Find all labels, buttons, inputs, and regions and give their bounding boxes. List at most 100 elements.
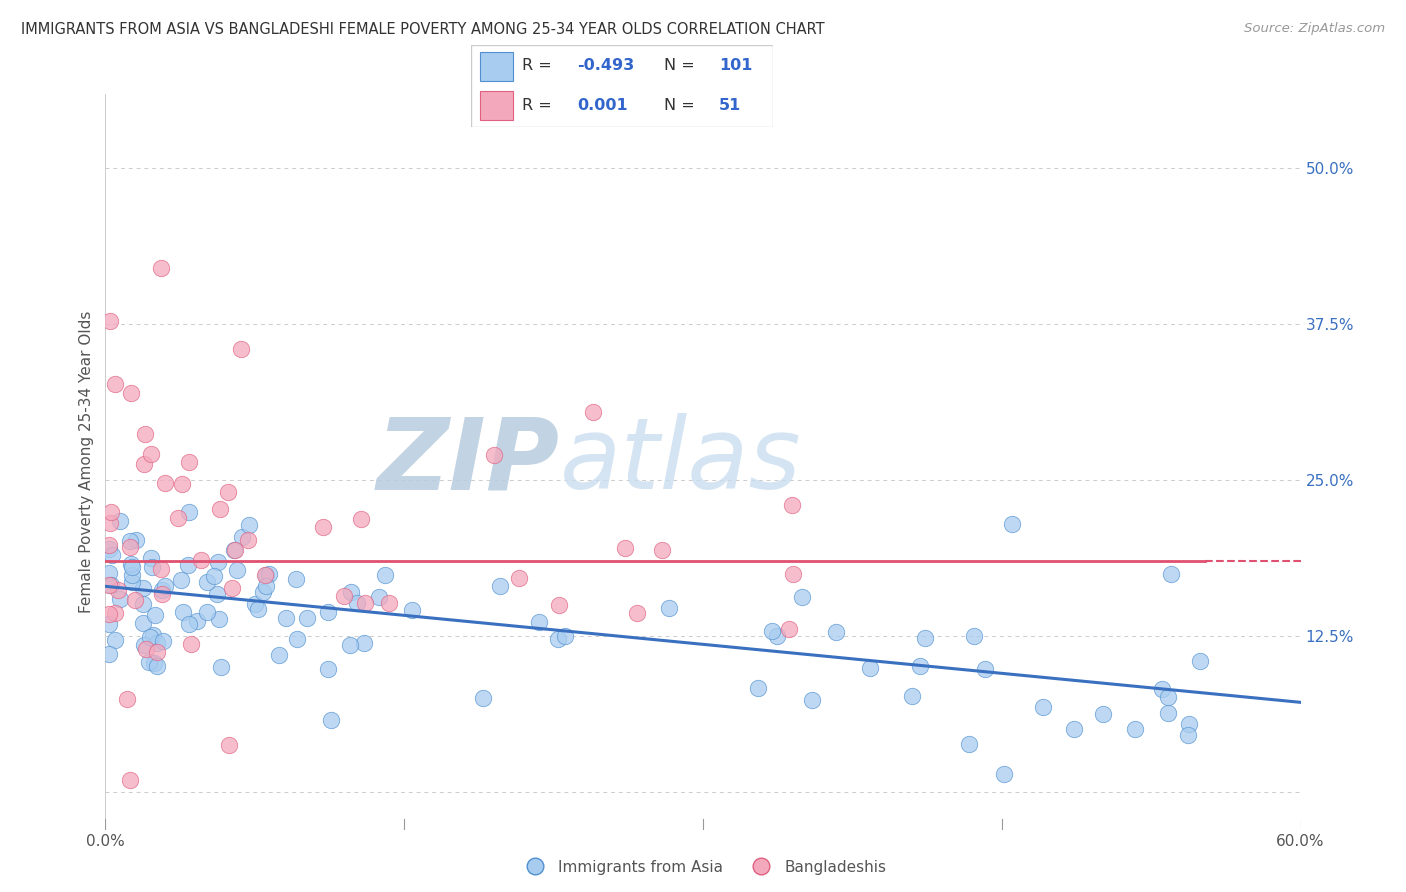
Point (651, 542, 673, 557)
Point (146, 645, 169, 659)
Point (120, 540, 142, 554)
Point (218, 738, 240, 752)
Point (153, 579, 176, 593)
Point (782, 566, 804, 581)
Text: IMMIGRANTS FROM ASIA VS BANGLADESHI FEMALE POVERTY AMONG 25-34 YEAR OLDS CORRELA: IMMIGRANTS FROM ASIA VS BANGLADESHI FEMA… (21, 22, 825, 37)
Point (318, 662, 340, 676)
Point (121, 567, 143, 582)
Text: R =: R = (523, 59, 557, 73)
Point (1152, 681, 1174, 696)
Text: 51: 51 (718, 98, 741, 112)
Point (138, 630, 160, 644)
Point (150, 582, 173, 597)
Point (482, 449, 505, 463)
Point (527, 615, 550, 629)
Text: 0.001: 0.001 (576, 98, 627, 112)
Point (368, 591, 391, 605)
Point (224, 543, 246, 558)
Point (143, 608, 166, 623)
Text: N =: N = (665, 98, 700, 112)
Point (472, 690, 495, 705)
Point (132, 581, 155, 595)
Point (202, 569, 225, 583)
Point (132, 457, 155, 471)
Point (229, 343, 252, 357)
Point (186, 614, 208, 628)
Point (297, 611, 319, 625)
Point (246, 602, 269, 616)
Point (1156, 690, 1178, 704)
Point (138, 655, 160, 669)
Point (1160, 566, 1182, 581)
Point (131, 615, 153, 630)
Text: 101: 101 (718, 59, 752, 73)
Point (914, 631, 936, 645)
Point (108, 514, 131, 528)
Point (100, 548, 122, 562)
Point (243, 597, 266, 611)
Point (353, 636, 375, 650)
Point (177, 558, 200, 572)
Point (346, 596, 368, 610)
Point (177, 616, 200, 631)
Text: -0.493: -0.493 (576, 59, 634, 73)
FancyBboxPatch shape (471, 45, 773, 127)
Point (333, 589, 356, 603)
Point (801, 693, 824, 707)
Point (172, 605, 194, 619)
Point (374, 568, 396, 582)
Point (238, 518, 260, 533)
Point (548, 599, 571, 613)
Point (1063, 722, 1085, 736)
Point (963, 629, 986, 643)
Point (254, 567, 277, 582)
Point (98, 538, 121, 552)
Point (98, 607, 121, 621)
Point (221, 582, 243, 596)
Point (782, 498, 804, 512)
Point (208, 612, 231, 626)
Point (169, 573, 191, 587)
Point (104, 376, 127, 391)
Point (1001, 516, 1024, 531)
Legend: Immigrants from Asia, Bangladeshis: Immigrants from Asia, Bangladeshis (513, 854, 893, 880)
Point (121, 574, 143, 589)
Point (132, 638, 155, 652)
Point (257, 566, 280, 581)
Point (120, 385, 142, 400)
Text: Source: ZipAtlas.com: Source: ZipAtlas.com (1244, 22, 1385, 36)
Point (1092, 706, 1115, 721)
Point (231, 530, 253, 544)
Point (378, 596, 401, 610)
Point (217, 484, 239, 499)
Point (1157, 706, 1180, 720)
Point (614, 541, 637, 556)
Point (98, 516, 121, 530)
Point (170, 476, 193, 491)
Point (626, 606, 648, 620)
Point (121, 560, 143, 574)
Point (195, 606, 218, 620)
Point (98, 541, 121, 556)
Point (254, 568, 277, 582)
Point (100, 578, 122, 592)
Point (778, 622, 800, 636)
Point (269, 648, 291, 662)
Point (120, 772, 142, 787)
Point (195, 574, 218, 589)
Point (658, 601, 681, 615)
Point (339, 585, 361, 599)
Point (141, 447, 163, 461)
Point (180, 637, 202, 651)
Point (135, 641, 157, 656)
Point (177, 505, 200, 519)
Point (190, 553, 212, 567)
Point (150, 587, 173, 601)
Text: ZIP: ZIP (377, 413, 560, 510)
Point (177, 455, 200, 469)
Point (761, 624, 783, 638)
Point (208, 501, 231, 516)
Point (118, 533, 141, 548)
Point (747, 681, 769, 695)
Point (766, 629, 789, 643)
